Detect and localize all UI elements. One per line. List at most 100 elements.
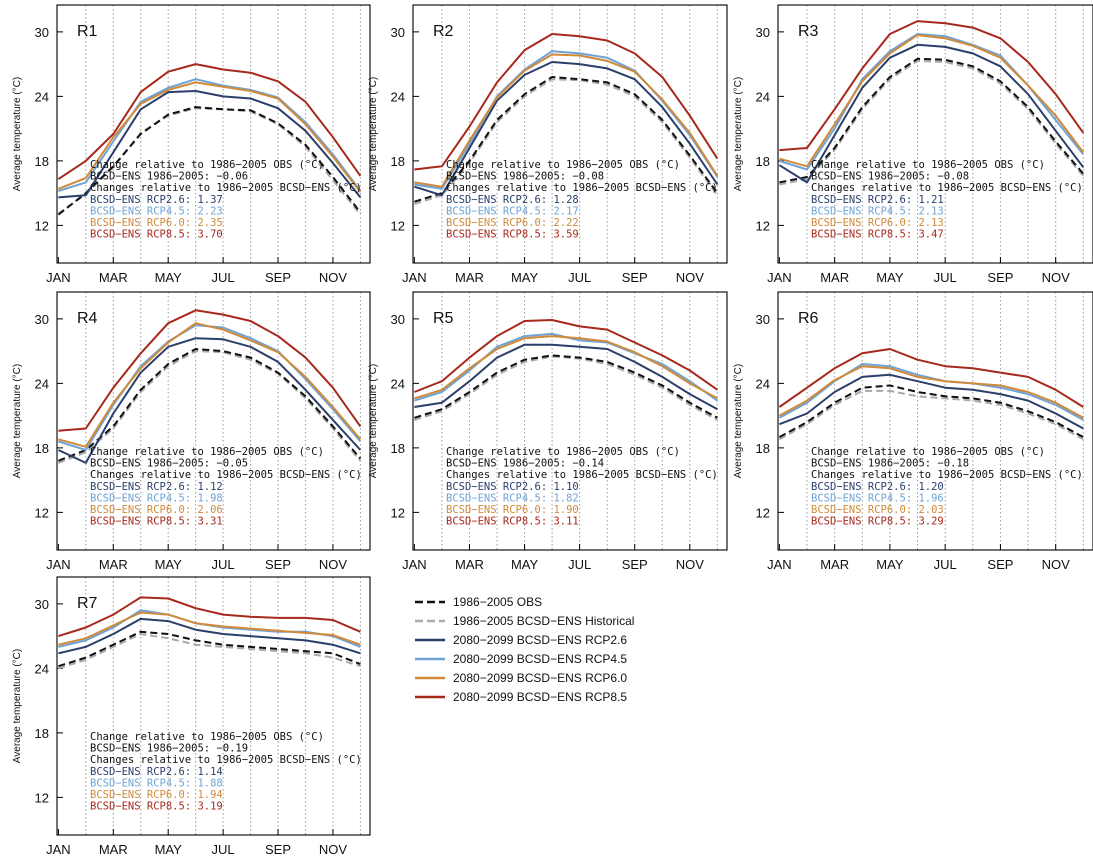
x-tick-label: JAN xyxy=(46,842,71,857)
annotation-line1: Change relative to 1986−2005 OBS (°C) xyxy=(90,159,324,171)
panel-r1: 12 18 24 30 JAN MAR MAY JUL SEP NOV Average temper… xyxy=(12,4,371,285)
y-axis-label: Average temperature (°C) xyxy=(12,649,23,763)
x-tick-label: MAR xyxy=(455,557,484,572)
x-tick-label: MAY xyxy=(155,557,183,572)
y-tick-label: 30 xyxy=(756,312,770,327)
annotation-line3: Changes relative to 1986−2005 BCSD−ENS (… xyxy=(446,182,718,194)
x-tick-label: MAR xyxy=(99,842,128,857)
annotation-line2: BCSD−ENS 1986−2005: −0.19 xyxy=(90,743,248,755)
legend-label-hist: 1986−2005 BCSD−ENS Historical xyxy=(453,614,634,628)
annotation-rcp85: BCSD−ENS RCP8.5: 3.31 xyxy=(90,516,223,528)
series-line-rcp85 xyxy=(58,309,362,432)
annotation-line3: Changes relative to 1986−2005 BCSD−ENS (… xyxy=(90,182,362,194)
annotation-line1: Change relative to 1986−2005 OBS (°C) xyxy=(811,446,1045,458)
annotation-rcp85: BCSD−ENS RCP8.5: 3.11 xyxy=(446,516,579,528)
annotation-line2: BCSD−ENS 1986−2005: −0.05 xyxy=(90,458,248,470)
annotation-line2: BCSD−ENS 1986−2005: −0.08 xyxy=(811,171,969,183)
x-tick-label: NOV xyxy=(319,270,348,285)
y-axis-label: Average temperature (°C) xyxy=(368,77,379,191)
series-line-obs xyxy=(57,106,362,216)
y-tick-label: 24 xyxy=(35,661,49,676)
y-tick-label: 18 xyxy=(391,441,405,456)
annotation-line3: Changes relative to 1986−2005 BCSD−ENS (… xyxy=(811,182,1083,194)
x-tick-label: MAY xyxy=(876,270,904,285)
annotation-block: Change relative to 1986−2005 OBS (°C)BCS… xyxy=(90,731,362,813)
series-line-obs xyxy=(414,354,718,419)
legend: 1986−2005 OBS 1986−2005 BCSD−ENS Historic… xyxy=(415,595,634,704)
y-tick-label: 18 xyxy=(35,441,49,456)
plot-frame xyxy=(412,4,728,264)
x-tick-label: JUL xyxy=(934,557,957,572)
series-line-hist xyxy=(778,389,1084,441)
y-tick-label: 24 xyxy=(391,89,405,104)
x-tick-label: NOV xyxy=(1042,270,1071,285)
legend-label-obs: 1986−2005 OBS xyxy=(453,595,542,609)
series-line-rcp26 xyxy=(414,61,719,197)
annotation-line3: Changes relative to 1986−2005 BCSD−ENS (… xyxy=(90,754,362,766)
x-tick-label: SEP xyxy=(265,842,291,857)
annotation-line3: Changes relative to 1986−2005 BCSD−ENS (… xyxy=(446,469,718,481)
annotation-rcp26: BCSD−ENS RCP2.6: 1.37 xyxy=(90,194,223,206)
plot-frame xyxy=(777,4,1093,264)
series-line-rcp60 xyxy=(58,322,362,448)
series-line-obs xyxy=(414,76,719,203)
x-tick-label: MAR xyxy=(820,270,849,285)
y-tick-label: 24 xyxy=(391,376,405,391)
series-line-rcp26 xyxy=(414,343,718,411)
annotation-rcp60: BCSD−ENS RCP6.0: 2.06 xyxy=(90,504,223,516)
series-group xyxy=(58,596,361,670)
series-group xyxy=(778,20,1085,186)
annotation-line1: Change relative to 1986−2005 OBS (°C) xyxy=(446,446,680,458)
annotation-line1: Change relative to 1986−2005 OBS (°C) xyxy=(90,731,324,743)
annotation-block: Change relative to 1986−2005 OBS (°C)BCS… xyxy=(90,446,362,528)
annotation-rcp45: BCSD−ENS RCP4.5: 1.82 xyxy=(446,492,579,504)
plot-frame xyxy=(56,4,371,264)
series-line-obs xyxy=(778,384,1084,438)
series-line-hist xyxy=(414,355,718,421)
y-tick-label: 18 xyxy=(756,154,770,169)
series-group xyxy=(414,33,719,205)
series-line-obs xyxy=(779,57,1085,184)
series-line-rcp60 xyxy=(778,365,1084,419)
annotation-line2: BCSD−ENS 1986−2005: −0.14 xyxy=(446,458,604,470)
annotation-rcp26: BCSD−ENS RCP2.6: 1.10 xyxy=(446,481,579,493)
x-tick-label: SEP xyxy=(622,270,648,285)
y-tick-label: 18 xyxy=(35,154,49,169)
annotation-rcp60: BCSD−ENS RCP6.0: 1.90 xyxy=(446,504,579,516)
y-tick-label: 30 xyxy=(756,25,770,40)
legend-label-rcp85: 2080−2099 BCSD−ENS RCP8.5 xyxy=(453,690,627,704)
y-tick-label: 12 xyxy=(756,505,770,520)
series-line-rcp45 xyxy=(778,363,1084,421)
x-tick-label: JAN xyxy=(402,270,427,285)
y-tick-label: 12 xyxy=(35,790,49,805)
series-line-rcp60 xyxy=(58,81,362,193)
annotation-rcp45: BCSD−ENS RCP4.5: 2.13 xyxy=(811,205,944,217)
series-line-obs xyxy=(58,630,361,668)
series-line-rcp60 xyxy=(414,335,718,400)
series-group xyxy=(57,309,362,464)
series-line-rcp26 xyxy=(57,337,362,464)
legend-label-rcp60: 2080−2099 BCSD−ENS RCP6.0 xyxy=(453,671,627,685)
plot-frame xyxy=(777,291,1093,551)
annotation-line1: Change relative to 1986−2005 OBS (°C) xyxy=(90,446,324,458)
x-tick-label: SEP xyxy=(987,557,1013,572)
annotation-rcp45: BCSD−ENS RCP4.5: 2.23 xyxy=(90,205,223,217)
series-line-rcp60 xyxy=(414,53,719,188)
panel-r3: 12 18 24 30 JAN MAR MAY JUL SEP NOV Average temper… xyxy=(733,4,1093,285)
y-tick-label: 12 xyxy=(35,505,49,520)
panel-title: R4 xyxy=(77,310,98,327)
series-line-hist xyxy=(414,78,719,205)
x-tick-label: SEP xyxy=(622,557,648,572)
y-tick-label: 30 xyxy=(35,597,49,612)
annotation-line2: BCSD−ENS 1986−2005: −0.06 xyxy=(90,171,248,183)
series-line-rcp85 xyxy=(778,348,1084,408)
annotation-line1: Change relative to 1986−2005 OBS (°C) xyxy=(811,159,1045,171)
series-line-rcp45 xyxy=(58,78,362,192)
x-tick-label: JAN xyxy=(46,270,71,285)
annotation-rcp26: BCSD−ENS RCP2.6: 1.14 xyxy=(90,766,223,778)
panel-title: R1 xyxy=(77,23,98,40)
y-axis-label: Average temperature (°C) xyxy=(733,77,744,191)
x-tick-label: JAN xyxy=(46,557,71,572)
panel-r6: 12 18 24 30 JAN MAR MAY JUL SEP NOV Average temper… xyxy=(733,291,1093,572)
